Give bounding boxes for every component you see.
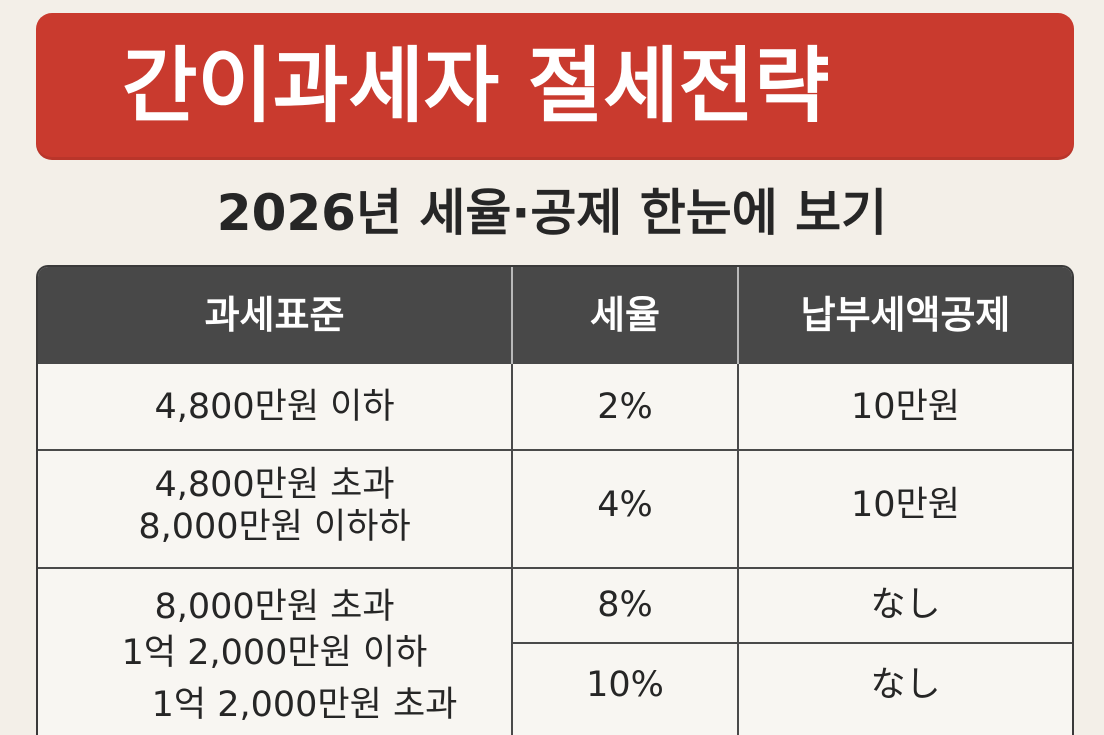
row-4-rate: 10% xyxy=(586,665,664,705)
column-divider xyxy=(737,364,739,735)
row-2-tax-base-line-1: 4,800만원 초과 xyxy=(154,465,395,505)
row-divider xyxy=(38,449,1072,451)
row-divider xyxy=(38,567,1072,569)
row-divider xyxy=(513,642,1072,644)
row-4-tax-base: 1억 2,000만원 초과 xyxy=(151,685,458,725)
row-2-rate: 4% xyxy=(597,485,653,525)
row-3-tax-base-line-2: 1억 2,000만원 이하 xyxy=(121,633,428,673)
row-2-credit: 10만원 xyxy=(851,485,960,525)
row-3-rate: 8% xyxy=(597,585,653,625)
title-banner: 간이과세자 절세전략 xyxy=(36,13,1074,160)
row-2-tax-base-line-2: 8,000만원 이하하 xyxy=(138,507,411,547)
header-tax-base: 과세표준 xyxy=(204,293,345,337)
row-1-credit: 10만원 xyxy=(851,387,960,427)
column-divider xyxy=(511,364,513,735)
table-header-row: 과세표준 세율 납부세액공제 xyxy=(38,267,1072,364)
row-3-tax-base-line-1: 8,000만원 초과 xyxy=(154,587,395,627)
page-title: 간이과세자 절세전략 xyxy=(122,39,830,134)
row-4-credit: なし xyxy=(870,665,941,705)
row-1-tax-base: 4,800만원 이하 xyxy=(154,387,395,427)
tax-rate-table: 과세표준 세율 납부세액공제 4,800만원 이하 2% 10만원 4,800만… xyxy=(36,265,1074,735)
row-1-rate: 2% xyxy=(597,387,653,427)
header-tax-rate: 세율 xyxy=(590,293,660,337)
row-3-credit: なし xyxy=(870,585,941,625)
header-divider xyxy=(511,267,513,364)
page-subtitle: 2026년 세율·공제 한눈에 보기 xyxy=(216,184,888,242)
header-divider xyxy=(737,267,739,364)
header-tax-credit: 납부세액공제 xyxy=(800,293,1011,337)
